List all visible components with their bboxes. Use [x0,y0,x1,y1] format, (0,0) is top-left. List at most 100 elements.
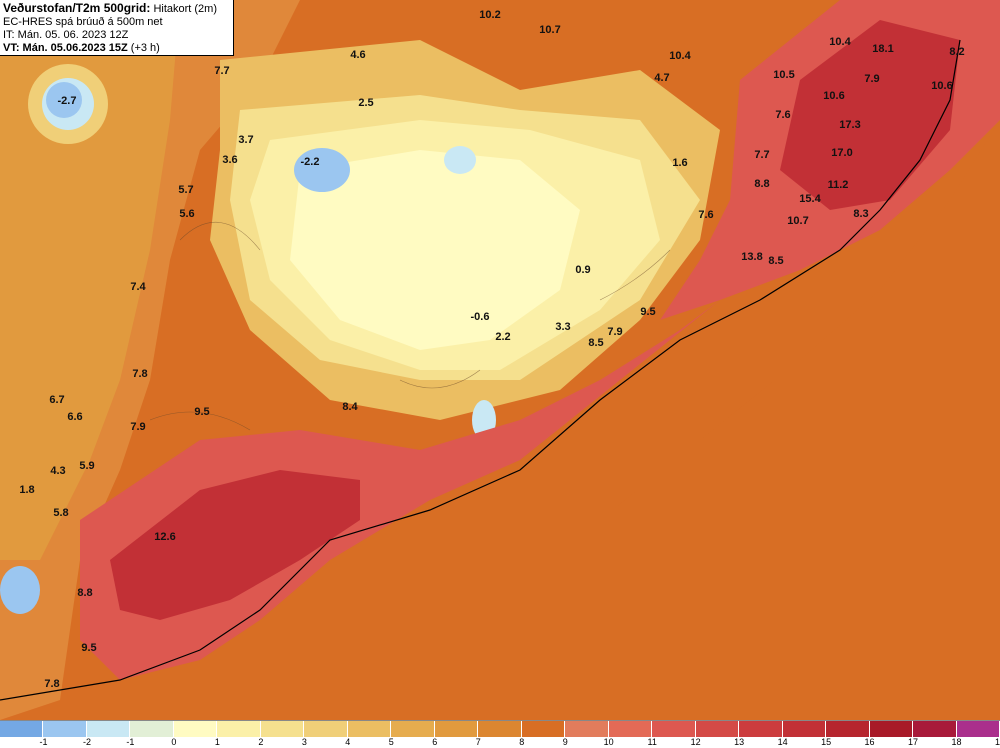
temperature-label: 10.5 [773,69,794,81]
temperature-label: 15.4 [799,193,821,205]
temperature-label: 2.5 [358,97,373,109]
legend-tick: 13 [734,737,745,747]
highland-peak [290,150,580,350]
temperature-label: 8.2 [949,46,964,58]
temperature-label: 1.8 [19,484,34,496]
legend-tick: 1 [214,737,220,747]
legend-tick: 9 [562,737,568,747]
temperature-label: 8.8 [77,587,92,599]
legend-swatch [391,721,435,737]
west-inland [0,0,180,560]
legend-tick: -1 [126,737,135,747]
temperature-label: 8.3 [853,208,868,220]
legend-swatch [521,721,566,737]
legend-tick: 15 [821,737,832,747]
legend-tick: 0 [171,737,177,747]
legend-swatch [0,721,44,737]
legend-tick: 2 [258,737,264,747]
initial-time: IT: Mán. 05. 06. 2023 12Z [3,29,129,41]
temperature-label: 7.7 [214,65,229,77]
temperature-label: 5.7 [178,184,193,196]
east-hot-core [780,20,960,210]
temperature-label: 12.6 [154,531,175,543]
legend-swatch [217,721,261,737]
color-legend: -1-2-1012345678910111213141516171819 [0,720,1000,748]
temperature-label: 5.9 [79,460,94,472]
temperature-label: 7.9 [607,326,622,338]
legend-tick: 16 [864,737,875,747]
temperature-label: 7.6 [698,209,713,221]
temperature-label: 7.9 [130,421,145,433]
east-ocean [540,120,1000,720]
temperature-label: 10.4 [669,50,691,62]
legend-tick-labels: -1-2-1012345678910111213141516171819 [0,737,1000,748]
temperature-label: 1.6 [672,157,687,169]
temperature-label: 10.7 [787,215,808,227]
temperature-label: 5.6 [179,208,194,220]
legend-swatch [347,721,392,737]
legend-tick: 3 [301,737,307,747]
temperature-label: 9.5 [194,406,209,418]
legend-swatch [826,721,870,737]
glacier-southwest [0,566,40,614]
legend-tick: 19 [994,737,1000,747]
temperature-label: 10.2 [479,9,500,21]
temperature-label: 7.8 [44,678,59,690]
temperature-label: 8.8 [754,178,769,190]
temperature-label: 9.5 [81,642,96,654]
legend-tick: 17 [908,737,919,747]
temperature-label: 4.3 [50,465,65,477]
temperature-label: 5.8 [53,507,68,519]
legend-swatch [739,721,783,737]
map-header: Veðurstofan/T2m 500grid: Hitakort (2m) E… [0,0,234,56]
temperature-label: 6.6 [67,411,82,423]
temperature-label: 7.6 [775,109,790,121]
legend-swatch [608,721,653,737]
temperature-label: 3.6 [222,154,237,166]
legend-swatch [86,721,131,737]
temperature-label: 8.5 [768,255,783,267]
south-hot-core [110,470,360,620]
legend-tick: -1 [39,737,48,747]
legend-swatch [434,721,479,737]
legend-tick: 10 [603,737,614,747]
temperature-label: 11.2 [828,179,849,191]
legend-tick: 7 [475,737,481,747]
temperature-label: 8.5 [588,337,603,349]
legend-color-bar [0,720,1000,737]
temperature-label: 7.7 [754,149,769,161]
glacier-vatnajokull-north [294,148,350,192]
temperature-label: 4.7 [654,72,669,84]
legend-swatch [130,721,174,737]
temperature-label: -0.6 [471,311,490,323]
temperature-label: 8.4 [342,401,358,413]
temperature-label: 13.8 [741,251,762,263]
legend-swatch [260,721,305,737]
legend-tick: -2 [82,737,91,747]
cold-spot-northwest-center [46,82,82,118]
contour-lines [149,221,671,431]
glacier-inner [444,146,476,174]
legend-tick: 11 [647,737,657,747]
temperature-label: 2.2 [495,331,510,343]
temperature-label: -2.2 [301,156,320,168]
legend-swatch [43,721,87,737]
valid-time: VT: Mán. 05.06.2023 15Z [3,42,128,54]
temperature-label: 3.7 [238,134,253,146]
legend-tick: 4 [345,737,351,747]
legend-swatch [956,721,1000,737]
legend-swatch [869,721,914,737]
temperature-label: 10.6 [931,80,952,92]
product-title: Veðurstofan/T2m 500grid: [3,1,151,15]
legend-swatch [173,721,218,737]
legend-tick: 5 [388,737,394,747]
temperature-label: 10.4 [829,36,851,48]
legend-tick: 12 [690,737,701,747]
temperature-label: -2.7 [58,95,77,107]
temperature-map: 10.2 10.7 10.4 18.1 8.2 4.6 10.4 7.7 4.7 10.5 7.9 1… [0,0,1000,720]
legend-swatch [782,721,827,737]
temperature-label: 7.8 [132,368,147,380]
coastline-south [0,39,961,701]
legend-tick: 18 [951,737,962,747]
temperature-label: 17.0 [831,147,852,159]
